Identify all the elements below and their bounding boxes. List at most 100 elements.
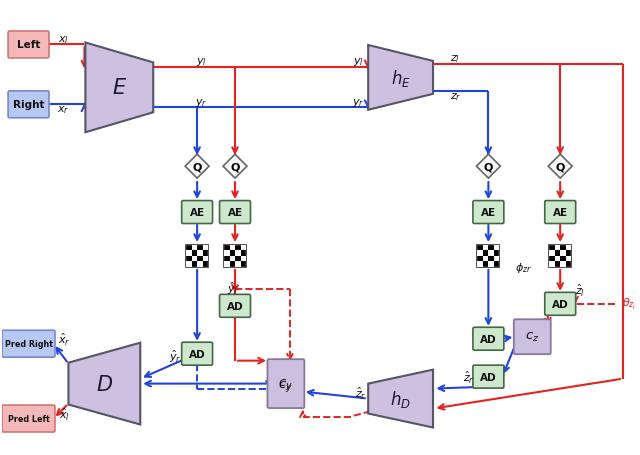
FancyBboxPatch shape — [268, 359, 305, 408]
Polygon shape — [223, 155, 247, 179]
Text: $\hat{z}_r$: $\hat{z}_r$ — [355, 384, 367, 401]
Text: Pred Left: Pred Left — [8, 414, 49, 423]
Text: $c_z$: $c_z$ — [525, 330, 540, 344]
Bar — [203, 245, 208, 251]
Bar — [230, 256, 235, 262]
Bar — [224, 245, 246, 267]
Text: AE: AE — [481, 207, 496, 217]
Text: AD: AD — [552, 299, 568, 309]
Bar — [555, 256, 560, 262]
Text: $z_l$: $z_l$ — [451, 53, 460, 65]
Bar — [566, 256, 571, 262]
Text: AD: AD — [227, 301, 243, 311]
Text: $\hat{y}_l$: $\hat{y}_l$ — [227, 280, 239, 296]
FancyBboxPatch shape — [182, 201, 212, 224]
Text: $y_r$: $y_r$ — [353, 97, 365, 109]
Text: $\theta_{z_l}$: $\theta_{z_l}$ — [622, 297, 636, 312]
Bar — [186, 245, 208, 267]
Bar — [186, 251, 191, 256]
Text: Q: Q — [484, 162, 493, 172]
FancyBboxPatch shape — [2, 405, 55, 432]
Bar — [549, 262, 555, 267]
Bar — [549, 245, 571, 267]
Bar — [197, 262, 203, 267]
FancyBboxPatch shape — [220, 295, 250, 318]
Bar — [494, 245, 499, 251]
Bar — [566, 245, 571, 251]
Text: $\hat{y}_r$: $\hat{y}_r$ — [169, 348, 182, 364]
Text: Pred Right: Pred Right — [4, 339, 52, 349]
Text: $\hat{z}_r$: $\hat{z}_r$ — [463, 369, 474, 385]
Text: $x_l$: $x_l$ — [58, 35, 69, 46]
Bar — [224, 251, 230, 256]
FancyBboxPatch shape — [545, 293, 575, 316]
Bar — [191, 256, 197, 262]
FancyBboxPatch shape — [545, 201, 575, 224]
Text: Left: Left — [17, 40, 40, 51]
Text: Right: Right — [13, 100, 44, 110]
Bar — [555, 245, 560, 251]
Bar — [488, 251, 494, 256]
Text: Q: Q — [193, 162, 202, 172]
FancyBboxPatch shape — [2, 330, 55, 357]
FancyBboxPatch shape — [182, 343, 212, 365]
Bar — [560, 251, 566, 256]
Bar — [241, 245, 246, 251]
Text: Q: Q — [556, 162, 565, 172]
FancyBboxPatch shape — [473, 328, 504, 350]
Text: $\hat{z}_l$: $\hat{z}_l$ — [575, 282, 585, 298]
Bar — [488, 262, 494, 267]
Polygon shape — [85, 43, 153, 133]
Bar — [483, 256, 488, 262]
Text: AE: AE — [552, 207, 568, 217]
Text: AD: AD — [480, 372, 497, 382]
Bar — [477, 245, 499, 267]
Polygon shape — [368, 370, 433, 428]
Text: AD: AD — [480, 334, 497, 344]
Text: AE: AE — [227, 207, 243, 217]
Bar — [235, 251, 241, 256]
Bar — [483, 245, 488, 251]
FancyBboxPatch shape — [8, 91, 49, 118]
Text: $\phi_{zr}$: $\phi_{zr}$ — [515, 260, 532, 274]
Text: $h_E$: $h_E$ — [390, 68, 410, 89]
Polygon shape — [185, 155, 209, 179]
Text: $c_y$: $c_y$ — [278, 378, 293, 393]
Bar — [230, 245, 235, 251]
Text: $\hat{x}_l$: $\hat{x}_l$ — [59, 405, 70, 422]
Bar — [197, 251, 203, 256]
Polygon shape — [68, 343, 140, 425]
Text: $y_r$: $y_r$ — [195, 97, 207, 109]
Bar — [241, 256, 246, 262]
Polygon shape — [368, 46, 433, 111]
Bar — [560, 262, 566, 267]
Text: AD: AD — [189, 349, 205, 359]
Text: $E$: $E$ — [112, 78, 127, 98]
Text: $z_r$: $z_r$ — [450, 91, 461, 103]
Text: $x_r$: $x_r$ — [57, 104, 70, 116]
Bar — [203, 256, 208, 262]
FancyBboxPatch shape — [8, 32, 49, 59]
Text: AE: AE — [189, 207, 205, 217]
Text: $D$: $D$ — [96, 374, 113, 394]
Bar — [549, 251, 555, 256]
Polygon shape — [476, 155, 500, 179]
Text: Q: Q — [230, 162, 240, 172]
Text: $\hat{x}_r$: $\hat{x}_r$ — [58, 331, 71, 347]
Bar — [477, 251, 483, 256]
Polygon shape — [548, 155, 572, 179]
Bar — [494, 256, 499, 262]
FancyBboxPatch shape — [473, 365, 504, 388]
FancyBboxPatch shape — [220, 201, 250, 224]
Bar — [224, 262, 230, 267]
FancyBboxPatch shape — [473, 201, 504, 224]
Bar — [477, 262, 483, 267]
FancyBboxPatch shape — [514, 319, 551, 354]
Text: $h_D$: $h_D$ — [390, 388, 411, 409]
Text: $y_l$: $y_l$ — [353, 56, 364, 68]
Text: $y_l$: $y_l$ — [196, 56, 207, 68]
Bar — [235, 262, 241, 267]
Bar — [191, 245, 197, 251]
Text: $c_y$: $c_y$ — [278, 376, 293, 391]
Bar — [186, 262, 191, 267]
